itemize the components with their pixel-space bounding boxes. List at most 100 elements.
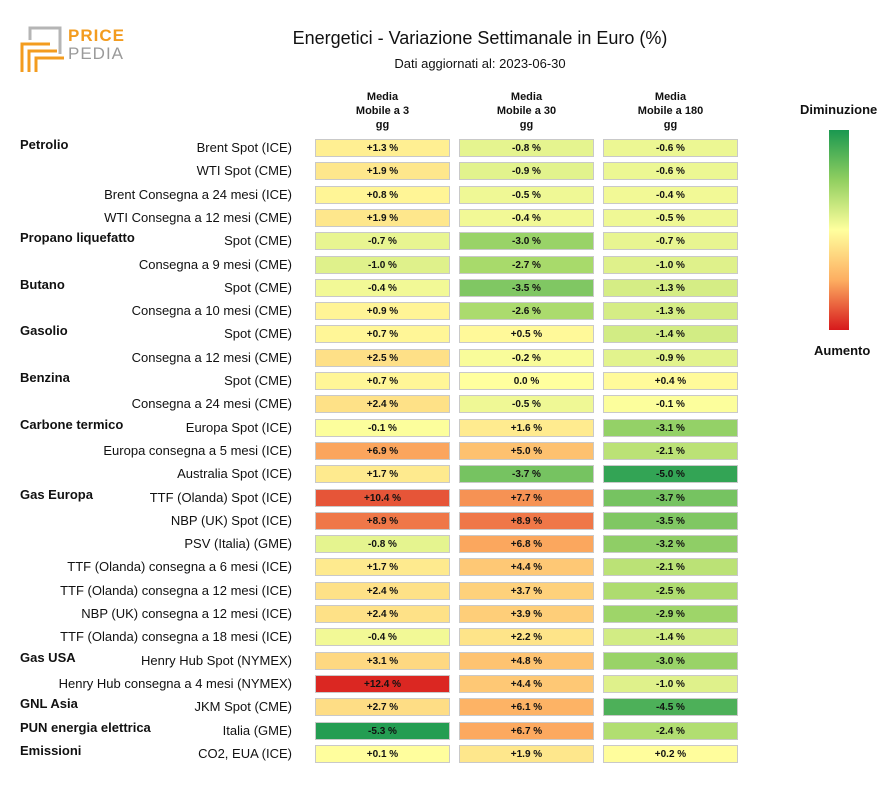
heatmap-cell: -0.4 %: [315, 628, 450, 647]
legend-color-bar: [829, 130, 849, 330]
heatmap-cell: -0.2 %: [459, 348, 594, 367]
heatmap-cell: +8.9 %: [459, 511, 594, 530]
heatmap-cell: -0.5 %: [603, 208, 738, 227]
group-label: Gas USA: [20, 649, 76, 665]
heatmap-cell: -3.0 %: [459, 232, 594, 251]
heatmap-cell: -2.4 %: [603, 721, 738, 740]
row-label: Consegna a 24 mesi (CME): [131, 396, 292, 412]
row-label: Consegna a 10 mesi (CME): [131, 303, 292, 319]
heatmap-cell: +6.9 %: [315, 441, 450, 460]
heatmap-cell: -0.9 %: [459, 162, 594, 181]
heatmap-cell: +1.3 %: [315, 139, 450, 157]
group-label: Petrolio: [20, 137, 69, 152]
row-label: Europa Spot (ICE): [185, 419, 292, 435]
heatmap-cell: -1.0 %: [603, 255, 738, 274]
column-header-line: gg: [375, 119, 390, 131]
heatmap-cell: +1.7 %: [315, 465, 450, 484]
heatmap-cell: -3.1 %: [603, 418, 738, 437]
column-header-line: Media: [654, 91, 687, 103]
heatmap-cell: 0.0 %: [459, 372, 594, 390]
heatmap-cell: +3.9 %: [459, 605, 594, 623]
column-header-line: Mobile a 30: [496, 105, 557, 117]
heatmap-cell: +12.4 %: [315, 674, 450, 693]
heatmap-cell: -3.2 %: [603, 535, 738, 554]
group-label: Butano: [20, 276, 65, 292]
logo-mark-icon: [20, 26, 64, 72]
row-label: Italia (GME): [222, 722, 292, 738]
pricepedia-logo: PRICE PEDIA: [20, 24, 130, 76]
heatmap-cell: -0.8 %: [315, 535, 450, 554]
row-label: Australia Spot (ICE): [177, 466, 292, 482]
row-label: Henry Hub consegna a 4 mesi (NYMEX): [58, 675, 292, 691]
legend-bottom-label: Aumento: [814, 343, 871, 358]
heatmap-cell: +2.7 %: [315, 698, 450, 717]
heatmap-cell: +5.0 %: [459, 441, 594, 460]
heatmap-cell: +6.1 %: [459, 698, 594, 717]
heatmap-cell: +8.9 %: [315, 511, 450, 530]
heatmap-cell: -3.7 %: [459, 465, 594, 484]
heatmap-cell: -2.1 %: [603, 558, 738, 577]
heatmap-cell: -1.0 %: [603, 674, 738, 693]
chart-subtitle: Dati aggiornati al: 2023-06-30: [394, 56, 566, 71]
heatmap-cell: -1.0 %: [315, 255, 450, 274]
heatmap-cell: +0.5 %: [459, 325, 594, 344]
heatmap-cell: -3.5 %: [603, 511, 738, 530]
legend-top-label: Diminuzione: [800, 102, 878, 117]
heatmap-cell: +3.1 %: [315, 651, 450, 670]
row-label: Europa consegna a 5 mesi (ICE): [103, 442, 292, 458]
row-label: Spot (CME): [224, 279, 292, 295]
heatmap-cell: -0.6 %: [603, 162, 738, 181]
heatmap-cell: +1.9 %: [315, 208, 450, 227]
row-label: WTI Spot (CME): [196, 163, 292, 179]
heatmap-cell: -5.3 %: [315, 721, 450, 740]
heatmap-cell: -2.5 %: [603, 581, 738, 600]
heatmap-cell: +6.7 %: [459, 721, 594, 740]
heatmap-cell: -0.4 %: [603, 185, 738, 204]
heatmap-cell: -2.9 %: [603, 605, 738, 623]
row-label: Henry Hub Spot (NYMEX): [141, 652, 292, 668]
heatmap-cell: -0.5 %: [459, 395, 594, 414]
group-label: PUN energia elettrica: [20, 719, 151, 735]
heatmap-cell: -0.6 %: [603, 139, 738, 157]
logo-text-price: PRICE: [68, 26, 125, 45]
heatmap-cell: -0.4 %: [459, 208, 594, 227]
row-label: NBP (UK) Spot (ICE): [170, 512, 292, 528]
heatmap-cell: +1.7 %: [315, 558, 450, 577]
heatmap-cell: +2.4 %: [315, 605, 450, 623]
heatmap-cell: +0.2 %: [603, 744, 738, 763]
heatmap-cell: -1.3 %: [603, 278, 738, 297]
row-label: Consegna a 12 mesi (CME): [131, 349, 292, 365]
column-header-line: Mobile a 3: [355, 105, 410, 117]
group-label: Gasolio: [20, 323, 68, 339]
heatmap-cell: +4.4 %: [459, 558, 594, 577]
group-label: Benzina: [20, 370, 70, 385]
row-label: JKM Spot (CME): [194, 699, 292, 715]
heatmap-cell: -0.7 %: [315, 232, 450, 251]
column-header-line: Media: [366, 91, 399, 103]
heatmap-cell: +3.7 %: [459, 581, 594, 600]
row-label: TTF (Olanda) consegna a 18 mesi (ICE): [60, 629, 292, 645]
heatmap-cell: +2.4 %: [315, 581, 450, 600]
heatmap-cell: +1.6 %: [459, 418, 594, 437]
heatmap-cell: -0.9 %: [603, 348, 738, 367]
logo-text-pedia: PEDIA: [68, 44, 125, 63]
column-header: Media Mobile a 3 gg: [323, 90, 443, 132]
group-label: Carbone termico: [20, 416, 124, 432]
row-label: CO2, EUA (ICE): [198, 745, 292, 761]
heatmap-cell: +6.8 %: [459, 535, 594, 554]
heatmap-cell: +2.5 %: [315, 348, 450, 367]
heatmap-cell: +0.8 %: [315, 185, 450, 204]
heatmap-cell: +2.4 %: [315, 395, 450, 414]
heatmap-cell: -2.6 %: [459, 302, 594, 321]
heatmap-cell: +4.8 %: [459, 651, 594, 670]
column-header-line: gg: [663, 119, 678, 131]
column-header: Media Mobile a 30 gg: [467, 90, 587, 132]
heatmap-cell: +10.4 %: [315, 488, 450, 507]
row-label: Spot (CME): [224, 373, 292, 388]
heatmap-cell: -3.7 %: [603, 488, 738, 507]
heatmap-cell: +0.7 %: [315, 325, 450, 344]
heatmap-cell: +0.1 %: [315, 744, 450, 763]
heatmap-cell: -4.5 %: [603, 698, 738, 717]
row-label: PSV (Italia) (GME): [184, 536, 292, 552]
row-label: Brent Consegna a 24 mesi (ICE): [104, 186, 292, 202]
